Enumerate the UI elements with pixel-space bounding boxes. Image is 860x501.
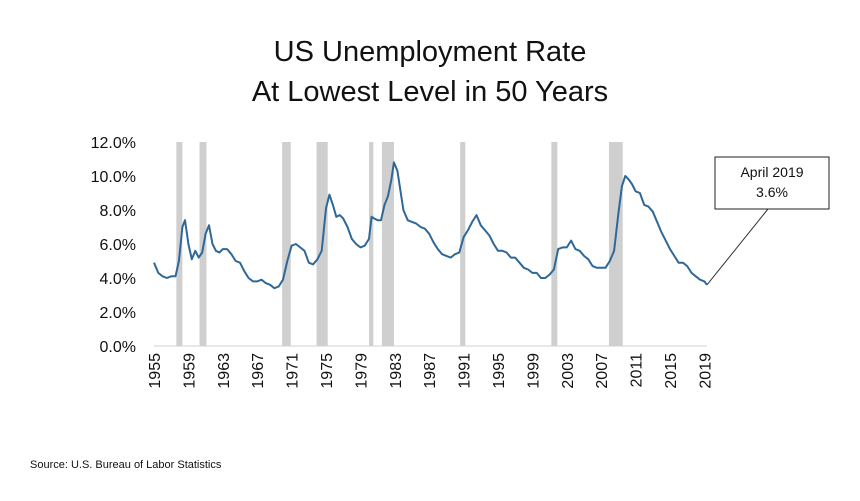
- chart-title-line-2: At Lowest Level in 50 Years: [252, 76, 608, 108]
- x-tick-label: 1983: [388, 353, 405, 389]
- x-tick-label: 1971: [285, 353, 302, 389]
- y-tick-label: 8.0%: [100, 203, 136, 220]
- y-tick-label: 4.0%: [100, 271, 136, 288]
- recession-band-3: [282, 142, 291, 346]
- x-tick-label: 2003: [560, 353, 577, 389]
- y-tick-label: 2.0%: [100, 305, 136, 322]
- x-tick-label: 1975: [319, 353, 336, 389]
- recession-band-7: [460, 142, 466, 346]
- x-tick-label: 1999: [525, 353, 542, 389]
- x-tick-label: 1955: [147, 353, 164, 389]
- callout-leader-line: [706, 208, 769, 286]
- x-tick-label: 1959: [181, 353, 198, 389]
- recession-band-8: [551, 142, 558, 346]
- x-axis-ticks: 1955 1959 1963 1967 1971 1975 1979 1983 1987 1991…: [147, 353, 714, 389]
- callout-value: 3.6%: [756, 184, 788, 200]
- unemployment-rate-line: [153, 161, 708, 290]
- y-tick-label: 0.0%: [100, 339, 136, 356]
- x-tick-label: 1979: [353, 353, 370, 389]
- x-tick-label: 1967: [250, 353, 267, 389]
- recession-band-5: [369, 142, 374, 346]
- source-note: Source: U.S. Bureau of Labor Statistics: [30, 459, 222, 471]
- x-tick-label: 1991: [457, 353, 474, 389]
- x-tick-label: 2019: [697, 353, 714, 389]
- x-tick-label: 1963: [216, 353, 233, 389]
- y-tick-label: 10.0%: [91, 169, 136, 186]
- chart-title-line-1: US Unemployment Rate: [274, 36, 587, 68]
- y-tick-label: 6.0%: [100, 237, 136, 254]
- y-tick-label: 12.0%: [91, 135, 136, 152]
- x-tick-label: 1987: [422, 353, 439, 389]
- callout-box: [714, 156, 830, 210]
- y-axis-ticks: 0.0% 2.0% 4.0% 6.0% 8.0% 10.0% 12.0%: [91, 135, 136, 356]
- recession-bands: [176, 142, 623, 346]
- recession-band-6: [381, 142, 394, 346]
- x-tick-label: 2007: [594, 353, 611, 389]
- x-tick-label: 2011: [629, 353, 646, 388]
- recession-band-1: [176, 142, 183, 346]
- x-tick-label: 2015: [663, 353, 680, 389]
- x-tick-label: 1995: [491, 353, 508, 389]
- callout-date: April 2019: [740, 164, 803, 180]
